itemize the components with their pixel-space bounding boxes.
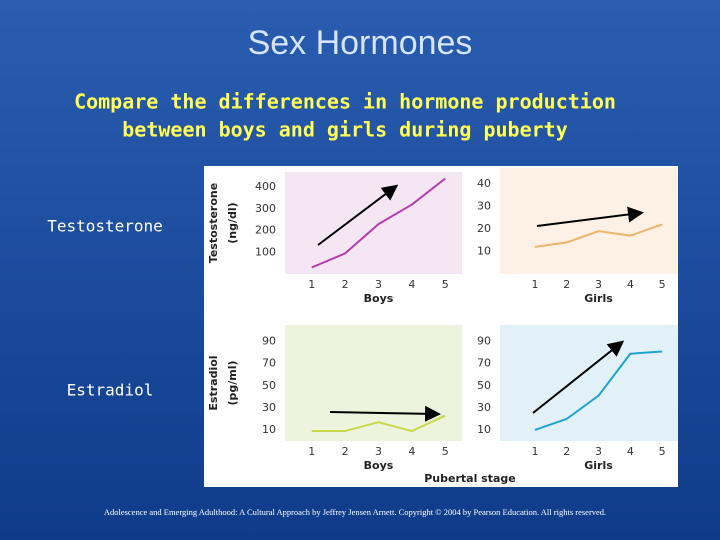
x-tick-label: 5 xyxy=(659,445,666,458)
y-tick-label: 90 xyxy=(262,335,276,348)
x-axis-label: Boys xyxy=(364,292,394,305)
x-tick-label: 1 xyxy=(531,445,538,458)
y-tick-label: 50 xyxy=(262,379,276,392)
x-axis-label: Girls xyxy=(584,292,613,305)
y-tick-label: 50 xyxy=(477,379,491,392)
data-line xyxy=(534,350,663,431)
y-tick-label: 70 xyxy=(262,357,276,370)
y-tick-label: 20 xyxy=(477,222,491,235)
row-label: Testosterone xyxy=(47,217,163,236)
y-axis-label: Testosterone xyxy=(207,183,220,263)
x-axis-label: Girls xyxy=(584,459,613,472)
y-tick-label: 200 xyxy=(255,224,276,237)
x-tick-label: 5 xyxy=(442,278,449,291)
y-tick-label: 10 xyxy=(262,423,276,436)
x-tick-label: 4 xyxy=(627,278,634,291)
y-axis-label: Estradiol xyxy=(207,355,220,410)
x-axis-title: Pubertal stage xyxy=(424,472,516,485)
x-tick-label: 4 xyxy=(627,445,634,458)
y-tick-label: 40 xyxy=(477,177,491,190)
x-tick-label: 1 xyxy=(308,445,315,458)
y-tick-label: 30 xyxy=(262,401,276,414)
arrow xyxy=(317,184,399,246)
y-tick-label: 400 xyxy=(255,180,276,193)
row-label: Estradiol xyxy=(67,381,154,400)
y-axis-label: (pg/ml) xyxy=(226,360,239,405)
x-tick-label: 3 xyxy=(375,445,382,458)
x-tick-label: 4 xyxy=(408,445,415,458)
data-line xyxy=(311,414,446,433)
x-tick-label: 3 xyxy=(595,445,602,458)
subtitle: between boys and girls during puberty xyxy=(122,118,568,142)
subtitle: Compare the differences in hormone produ… xyxy=(74,90,616,114)
plot-background xyxy=(500,325,678,441)
y-tick-label: 10 xyxy=(477,423,491,436)
x-tick-label: 5 xyxy=(659,278,666,291)
charts: 100 200 300 400 1 2 3 4 5 Boys Testosterone (ng/dl)… xyxy=(207,168,678,472)
y-tick-label: 70 xyxy=(477,357,491,370)
x-tick-label: 1 xyxy=(531,278,538,291)
x-tick-label: 3 xyxy=(375,278,382,291)
arrow xyxy=(532,340,625,414)
arrow xyxy=(329,405,441,422)
y-tick-label: 30 xyxy=(477,199,491,212)
y-tick-label: 100 xyxy=(255,245,276,258)
x-tick-label: 2 xyxy=(342,278,349,291)
x-tick-label: 2 xyxy=(342,445,349,458)
data-line xyxy=(311,177,446,269)
x-tick-label: 2 xyxy=(563,278,570,291)
y-tick-label: 10 xyxy=(477,244,491,257)
y-axis-label: (ng/dl) xyxy=(226,202,239,243)
footer: Adolescence and Emerging Adulthood: A Cu… xyxy=(104,507,606,517)
x-tick-label: 2 xyxy=(563,445,570,458)
x-tick-label: 5 xyxy=(442,445,449,458)
y-tick-label: 90 xyxy=(477,335,491,348)
y-tick-label: 30 xyxy=(477,401,491,414)
slide-title: Sex Hormones xyxy=(248,24,473,62)
x-tick-label: 3 xyxy=(595,278,602,291)
plot-background xyxy=(500,168,678,274)
x-axis-label: Boys xyxy=(364,459,394,472)
x-tick-label: 4 xyxy=(408,278,415,291)
arrow xyxy=(536,206,644,227)
y-tick-label: 300 xyxy=(255,202,276,215)
annotation-arrows xyxy=(317,184,644,422)
x-tick-label: 1 xyxy=(308,278,315,291)
data-line xyxy=(534,223,663,248)
